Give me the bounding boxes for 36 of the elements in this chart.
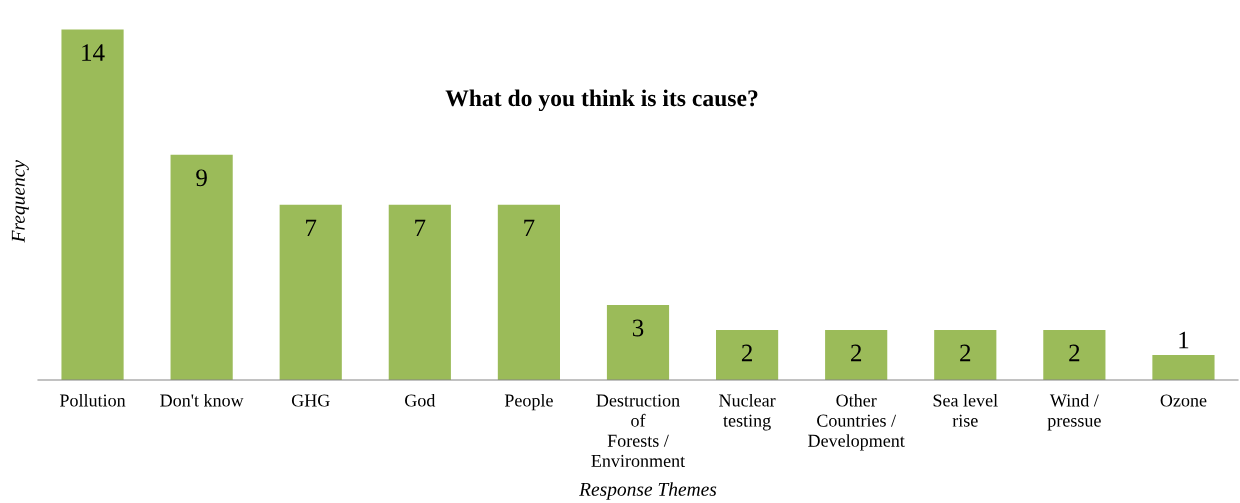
data-label: 1 — [1179, 331, 1189, 349]
x-tick-label: Sea level rise — [933, 393, 998, 427]
x-tick-label: Ozone — [1160, 394, 1207, 407]
bar — [1043, 329, 1106, 380]
bar — [497, 204, 560, 380]
bar — [61, 29, 124, 380]
bar — [170, 154, 233, 380]
x-tick-label: Destruction of Forests / Environment — [591, 394, 686, 467]
x-tick-label: Other Countries / Development — [808, 393, 905, 451]
data-label: 14 — [82, 44, 105, 61]
bar — [388, 204, 451, 380]
data-label: 7 — [524, 219, 535, 236]
data-label: 2 — [741, 344, 752, 362]
bar — [934, 329, 997, 380]
x-tick-label: God — [405, 393, 436, 407]
bar — [279, 204, 342, 380]
x-axis-title: Response Themes — [579, 482, 717, 500]
data-label: 9 — [196, 169, 207, 187]
x-tick-label: Wind / pressue — [1047, 393, 1101, 431]
data-label: 7 — [415, 219, 426, 236]
data-label: 7 — [306, 219, 317, 236]
data-label: 3 — [632, 319, 644, 337]
bar — [606, 304, 670, 380]
x-tick-label: GHG — [291, 394, 330, 407]
text: What do you think is its cause? — [445, 89, 758, 112]
x-tick-label: Pollution — [59, 393, 126, 407]
data-label: 2 — [851, 344, 862, 362]
x-tick-label: People — [504, 393, 553, 411]
data-label: 2 — [1069, 344, 1080, 362]
bar — [825, 329, 888, 380]
x-tick-label: Nuclear testing — [719, 393, 776, 431]
bar — [716, 329, 779, 380]
y-axis-title: Frequency — [11, 159, 29, 243]
bar — [1152, 354, 1215, 380]
data-label: 2 — [960, 344, 971, 362]
x-tick-label: Don't know — [160, 393, 244, 407]
